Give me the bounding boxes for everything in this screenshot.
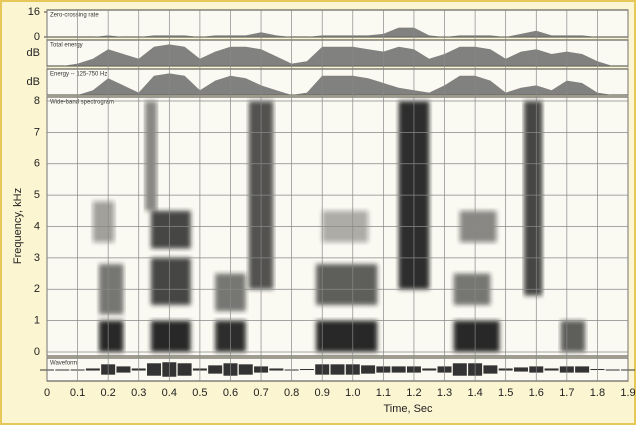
panel-label: Energy -- 125-750 Hz <box>50 72 107 78</box>
y-tick-label: 3 <box>34 252 40 264</box>
y-tick-label: 0 <box>34 31 40 43</box>
panel-label: Total energy <box>50 43 83 49</box>
x-tick-label: 0.2 <box>101 387 116 399</box>
waveform-segment <box>55 369 70 371</box>
waveform-segment <box>330 364 345 375</box>
x-tick-label: 0.5 <box>192 387 207 399</box>
y-tick-label: 5 <box>34 189 40 201</box>
spectral-region <box>524 101 543 296</box>
x-tick-label: 0 <box>44 387 50 399</box>
x-tick-label: 0.6 <box>223 387 238 399</box>
panel-label: Wide-band spectrogram <box>50 100 114 106</box>
spectral-region <box>144 101 158 211</box>
waveform-segment <box>605 369 620 371</box>
envelope <box>47 27 628 37</box>
spectral-region <box>316 320 378 352</box>
x-tick-label: 1.3 <box>437 387 452 399</box>
x-tick-label: 1.6 <box>529 387 544 399</box>
y-tick-label: 0 <box>34 346 40 358</box>
y-tick-label: 1 <box>34 315 40 327</box>
spectral-region <box>453 320 500 352</box>
x-tick-label: 0.7 <box>253 387 268 399</box>
x-tick-label: 0.9 <box>315 387 330 399</box>
waveform-segment <box>513 367 528 372</box>
waveform-segment <box>147 363 162 376</box>
envelope <box>47 73 628 95</box>
x-tick-label: 0.8 <box>284 387 299 399</box>
x-tick-label: 1.2 <box>406 387 421 399</box>
y-tick-label: 16 <box>28 6 40 18</box>
waveform-segment <box>452 363 467 376</box>
waveform-segment <box>177 363 192 376</box>
waveform-segment <box>391 366 406 373</box>
waveform-segment <box>208 365 223 374</box>
y-tick-label: 4 <box>34 220 40 232</box>
waveform-segment <box>85 368 100 371</box>
spectral-region <box>150 320 191 352</box>
x-tick-label: 1.8 <box>590 387 605 399</box>
x-tick-label: 1.9 <box>620 387 635 399</box>
waveform-segment <box>361 365 376 374</box>
waveform-segment <box>269 368 284 371</box>
waveform-segment <box>299 368 314 371</box>
y-tick-label: 8 <box>34 95 40 107</box>
x-tick-label: 1.4 <box>467 387 482 399</box>
spectral-region <box>316 264 378 305</box>
spectral-region <box>98 320 124 352</box>
x-tick-label: 1.1 <box>376 387 391 399</box>
waveform-segment <box>575 366 590 373</box>
spectral-region <box>92 201 115 243</box>
spectral-region <box>150 257 191 305</box>
x-axis-label: Time, Sec <box>383 403 433 415</box>
y-tick-label: 6 <box>34 158 40 170</box>
y-tick-label: 7 <box>34 126 40 138</box>
x-tick-label: 1.5 <box>498 387 513 399</box>
waveform-segment <box>544 368 559 371</box>
panel-label: Zero-crossing rate <box>50 13 99 19</box>
waveform-segment <box>116 366 131 373</box>
x-tick-label: 0.4 <box>162 387 177 399</box>
waveform-segment <box>238 364 253 375</box>
spectral-region <box>150 210 191 249</box>
x-tick-label: 1.0 <box>345 387 360 399</box>
envelope <box>47 44 628 66</box>
spectral-region <box>560 320 586 352</box>
y-tick-label: 2 <box>34 283 40 295</box>
x-tick-label: 0.1 <box>70 387 85 399</box>
y-unit-label: dB <box>27 47 40 59</box>
x-tick-label: 0.3 <box>131 387 146 399</box>
waveform-segment <box>483 365 498 374</box>
waveform-segment <box>422 368 437 371</box>
y-axis-label: Frequency, kHz <box>12 188 24 264</box>
y-unit-label: dB <box>27 76 40 88</box>
panel-label: Waveform <box>50 361 77 367</box>
x-tick-label: 1.7 <box>559 387 574 399</box>
